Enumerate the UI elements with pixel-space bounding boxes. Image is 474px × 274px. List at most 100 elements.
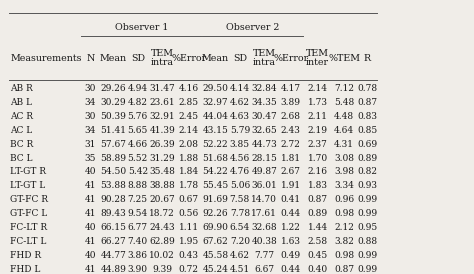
Text: 0.95: 0.95	[357, 223, 377, 232]
Text: 5.52: 5.52	[128, 153, 148, 162]
Text: SD: SD	[233, 54, 247, 62]
Text: 5.06: 5.06	[230, 181, 250, 190]
Text: 36.01: 36.01	[251, 181, 277, 190]
Text: R: R	[364, 54, 371, 62]
Text: 9.54: 9.54	[128, 209, 148, 218]
Text: 4.76: 4.76	[230, 167, 250, 176]
Text: 32.97: 32.97	[203, 98, 228, 107]
Text: 30.29: 30.29	[100, 98, 126, 107]
Text: 44.77: 44.77	[100, 251, 127, 260]
Text: TEM
inter: TEM inter	[306, 49, 329, 67]
Text: 17.61: 17.61	[251, 209, 277, 218]
Text: 34.35: 34.35	[251, 98, 277, 107]
Text: 45.24: 45.24	[202, 265, 228, 274]
Text: GT-FC R: GT-FC R	[10, 195, 48, 204]
Text: 5.42: 5.42	[128, 167, 148, 176]
Text: 40: 40	[85, 223, 96, 232]
Text: 29.26: 29.26	[100, 84, 126, 93]
Text: %TEM: %TEM	[328, 54, 360, 62]
Text: 41: 41	[85, 265, 96, 274]
Text: 5.76: 5.76	[128, 112, 148, 121]
Text: 34: 34	[85, 126, 96, 135]
Text: 62.89: 62.89	[149, 237, 175, 246]
Text: 43.15: 43.15	[202, 126, 228, 135]
Text: 0.41: 0.41	[281, 195, 301, 204]
Text: 54.22: 54.22	[202, 167, 228, 176]
Text: 0.99: 0.99	[357, 209, 377, 218]
Text: 26.39: 26.39	[149, 139, 175, 149]
Text: 0.87: 0.87	[357, 98, 377, 107]
Text: 7.77: 7.77	[254, 251, 274, 260]
Text: 0.72: 0.72	[179, 265, 199, 274]
Text: 28.15: 28.15	[251, 153, 277, 162]
Text: 41: 41	[85, 181, 96, 190]
Text: 1.91: 1.91	[281, 181, 301, 190]
Text: 32.65: 32.65	[251, 126, 277, 135]
Text: 66.27: 66.27	[100, 237, 126, 246]
Text: 1.11: 1.11	[179, 223, 199, 232]
Text: 66.15: 66.15	[100, 223, 127, 232]
Text: AB L: AB L	[10, 98, 32, 107]
Text: 2.14: 2.14	[308, 84, 328, 93]
Text: 44.89: 44.89	[100, 265, 127, 274]
Text: 67.62: 67.62	[202, 237, 228, 246]
Text: 1.88: 1.88	[179, 153, 199, 162]
Text: 0.98: 0.98	[334, 209, 354, 218]
Text: 0.85: 0.85	[357, 126, 377, 135]
Text: 3.90: 3.90	[128, 265, 148, 274]
Text: 30: 30	[85, 84, 96, 93]
Text: 1.84: 1.84	[179, 167, 199, 176]
Text: 0.98: 0.98	[334, 251, 354, 260]
Text: 0.43: 0.43	[179, 251, 199, 260]
Text: 0.99: 0.99	[357, 251, 377, 260]
Text: 0.89: 0.89	[357, 153, 377, 162]
Text: 90.28: 90.28	[100, 195, 126, 204]
Text: Observer 1: Observer 1	[115, 23, 168, 32]
Text: 1.73: 1.73	[308, 98, 328, 107]
Text: 0.87: 0.87	[334, 265, 354, 274]
Text: %Error: %Error	[171, 54, 206, 62]
Text: 2.16: 2.16	[308, 167, 328, 176]
Text: 0.40: 0.40	[308, 265, 328, 274]
Text: 40: 40	[85, 167, 96, 176]
Text: 0.89: 0.89	[308, 209, 328, 218]
Text: 45.58: 45.58	[202, 251, 228, 260]
Text: 0.99: 0.99	[357, 265, 377, 274]
Text: 0.99: 0.99	[357, 195, 377, 204]
Text: Mean: Mean	[202, 54, 229, 62]
Text: 1.70: 1.70	[308, 153, 328, 162]
Text: 3.34: 3.34	[334, 181, 354, 190]
Text: 1.78: 1.78	[179, 181, 199, 190]
Text: %Error: %Error	[273, 54, 309, 62]
Text: 4.63: 4.63	[230, 112, 250, 121]
Text: 1.22: 1.22	[281, 223, 301, 232]
Text: 6.77: 6.77	[128, 223, 148, 232]
Text: N: N	[86, 54, 95, 62]
Text: LT-GT L: LT-GT L	[10, 181, 46, 190]
Text: 1.44: 1.44	[308, 223, 328, 232]
Text: 2.58: 2.58	[308, 237, 328, 246]
Text: 58.89: 58.89	[100, 153, 127, 162]
Text: 6.54: 6.54	[230, 223, 250, 232]
Text: 55.45: 55.45	[202, 181, 228, 190]
Text: 34: 34	[85, 98, 96, 107]
Text: 0.49: 0.49	[281, 251, 301, 260]
Text: 2.11: 2.11	[308, 112, 328, 121]
Text: 24.43: 24.43	[149, 223, 175, 232]
Text: 4.14: 4.14	[230, 84, 250, 93]
Text: 92.26: 92.26	[203, 209, 228, 218]
Text: TEM
intra: TEM intra	[151, 49, 173, 67]
Text: 4.94: 4.94	[128, 84, 148, 93]
Text: 4.48: 4.48	[334, 112, 354, 121]
Text: 4.82: 4.82	[128, 98, 148, 107]
Text: 57.67: 57.67	[100, 139, 127, 149]
Text: 29.50: 29.50	[202, 84, 228, 93]
Text: 49.87: 49.87	[251, 167, 277, 176]
Text: 44.73: 44.73	[251, 139, 277, 149]
Text: 2.14: 2.14	[179, 126, 199, 135]
Text: 2.72: 2.72	[281, 139, 301, 149]
Text: 54.50: 54.50	[100, 167, 127, 176]
Text: 0.96: 0.96	[334, 195, 354, 204]
Text: Measurements: Measurements	[10, 54, 82, 62]
Text: 4.62: 4.62	[230, 251, 250, 260]
